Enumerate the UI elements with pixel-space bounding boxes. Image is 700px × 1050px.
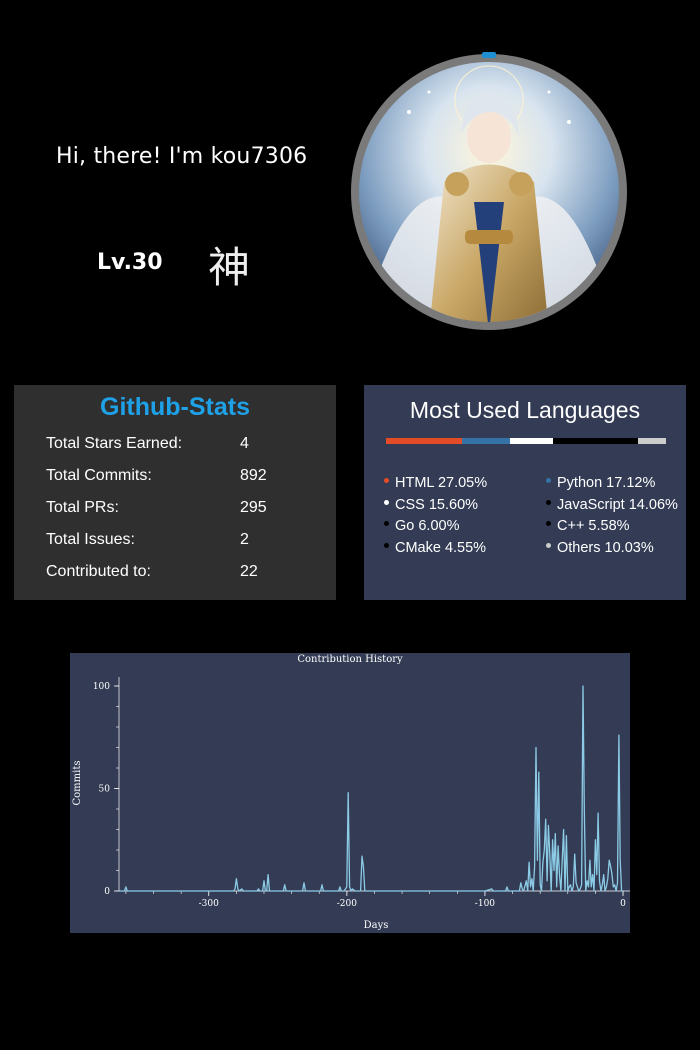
language-dot (546, 520, 551, 526)
stat-value: 295 (240, 499, 267, 516)
language-bar-segment (609, 438, 626, 444)
language-dot (384, 520, 389, 526)
level-label: Lv.30 (97, 250, 163, 275)
language-bar-segment (592, 438, 610, 444)
language-dot (546, 542, 551, 548)
avatar (349, 52, 629, 332)
chart-xlabel: Days (364, 920, 389, 931)
language-bar-segment (637, 438, 666, 444)
language-label: Others 10.03% (557, 540, 654, 556)
language-item-cpp: C++ 5.58% (546, 518, 630, 534)
language-bar-segment (509, 438, 554, 444)
language-bar-segment (386, 438, 462, 444)
language-label: C++ 5.58% (557, 518, 630, 534)
language-item-cmake: CMake 4.55% (384, 540, 486, 556)
language-bar-segment (461, 438, 510, 444)
chart-y-tick-label: 50 (99, 785, 111, 795)
languages-progress-bar (386, 438, 666, 444)
language-item-css: CSS 15.60% (384, 497, 478, 513)
chart-x-tick-label: 0 (620, 899, 626, 909)
language-dot (546, 499, 551, 505)
chart-x-tick-label: -200 (337, 899, 357, 909)
language-label: JavaScript 14.06% (557, 497, 678, 513)
language-bar-segment (553, 438, 593, 444)
chart-title: Contribution History (297, 654, 403, 665)
contribution-history-chart: Contribution History Commits Days 0 50 100… (70, 653, 630, 933)
language-item-html: HTML 27.05% (384, 475, 487, 491)
stat-label: Total Commits: (46, 467, 152, 484)
stat-label: Total Stars Earned: (46, 435, 183, 452)
most-used-languages-card: Most Used Languages HTML 27.05% Python 1… (364, 385, 686, 600)
language-bar-segment (625, 438, 638, 444)
chart-y-tick-label: 0 (104, 887, 110, 897)
language-label: CSS 15.60% (395, 497, 479, 513)
language-dot (384, 477, 389, 483)
chart-series-line (119, 685, 623, 892)
chart-y-tick-label: 100 (93, 682, 110, 692)
greeting-text: Hi, there! I'm kou7306 (56, 144, 308, 169)
stat-label: Contributed to: (46, 563, 151, 580)
language-dot (546, 477, 551, 483)
stat-value: 2 (240, 531, 249, 548)
language-dot (384, 499, 389, 505)
language-item-go: Go 6.00% (384, 518, 460, 534)
language-item-python: Python 17.12% (546, 475, 655, 491)
chart-ylabel: Commits (72, 761, 83, 806)
github-stats-title: Github-Stats (100, 393, 250, 421)
stat-label: Total PRs: (46, 499, 119, 516)
language-label: CMake 4.55% (395, 540, 487, 556)
rank-kanji: 神 (208, 243, 251, 292)
stat-value: 4 (240, 435, 249, 452)
language-item-javascript: JavaScript 14.06% (546, 497, 678, 513)
language-label: HTML 27.05% (395, 475, 488, 491)
stat-value: 892 (240, 467, 267, 484)
chart-x-tick-label: -300 (199, 899, 219, 909)
chart-x-tick-label: -100 (475, 899, 495, 909)
languages-title: Most Used Languages (409, 397, 641, 423)
stat-label: Total Issues: (46, 531, 135, 548)
language-label: Python 17.12% (557, 475, 656, 491)
language-label: Go 6.00% (395, 518, 460, 534)
language-item-others: Others 10.03% (546, 540, 654, 556)
language-dot (384, 542, 389, 548)
github-stats-card: Github-Stats Total Stars Earned: 4 Total… (14, 385, 336, 600)
stat-value: 22 (240, 563, 258, 580)
